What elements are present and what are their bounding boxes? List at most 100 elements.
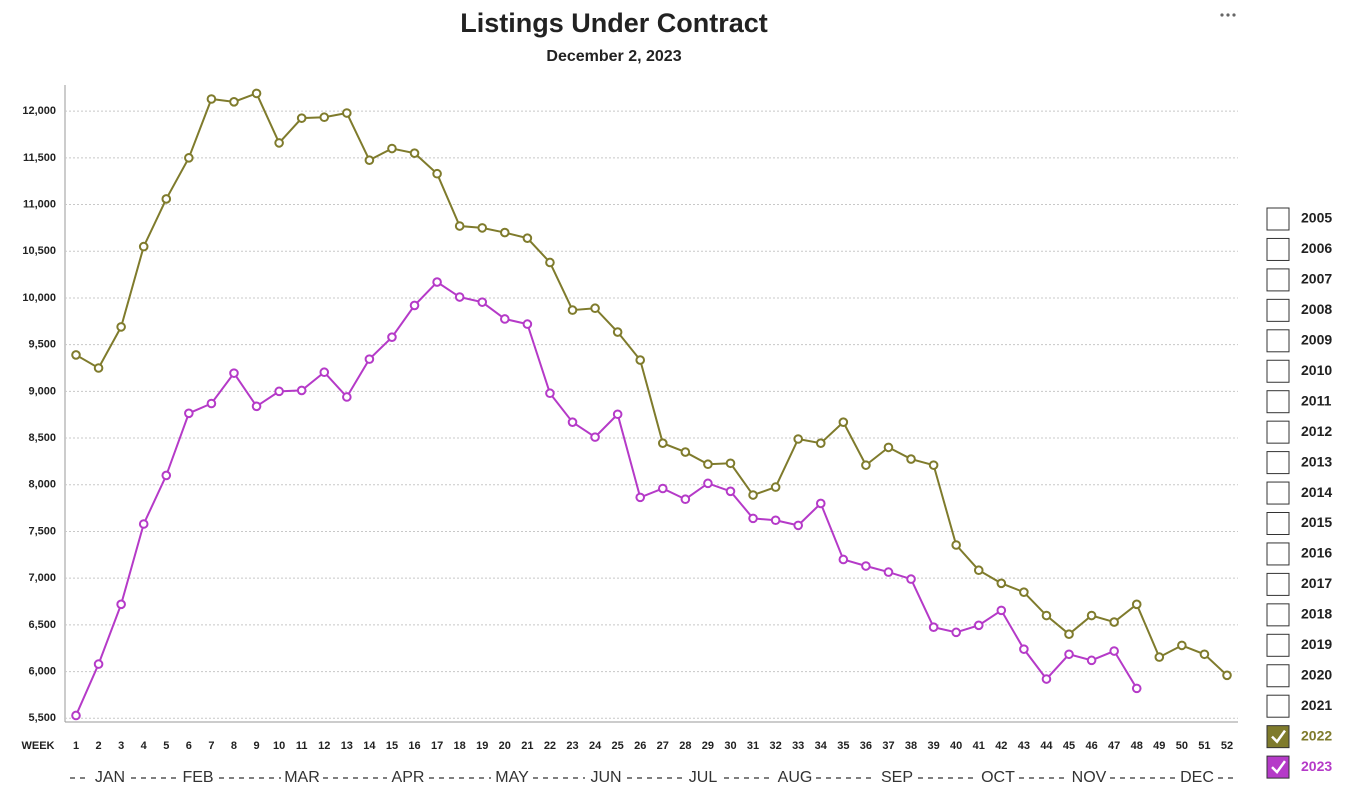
data-point xyxy=(138,519,149,529)
legend-label[interactable]: 2023 xyxy=(1301,758,1332,774)
data-point xyxy=(928,622,939,632)
data-point xyxy=(748,490,758,500)
legend-checkbox[interactable] xyxy=(1266,451,1290,475)
data-point xyxy=(206,398,217,409)
legend-label[interactable]: 2013 xyxy=(1301,453,1332,469)
legend-checkbox[interactable] xyxy=(1266,633,1290,657)
legend-label[interactable]: 2005 xyxy=(1301,210,1332,226)
data-point xyxy=(861,561,871,571)
x-tick-label: 37 xyxy=(882,740,894,752)
data-point xyxy=(319,367,330,378)
legend-label[interactable]: 2017 xyxy=(1301,575,1332,591)
data-point xyxy=(770,515,781,526)
x-tick-label: 31 xyxy=(747,740,759,752)
legend-checkbox[interactable] xyxy=(1266,694,1290,718)
data-point xyxy=(454,292,465,302)
data-point xyxy=(477,297,488,307)
x-tick-label: 41 xyxy=(973,740,985,752)
data-point xyxy=(387,143,397,154)
legend-label[interactable]: 2012 xyxy=(1301,423,1332,439)
data-point xyxy=(1019,644,1029,654)
data-point xyxy=(703,459,713,470)
data-point xyxy=(229,368,239,378)
data-point xyxy=(1154,652,1165,662)
legend-label[interactable]: 2018 xyxy=(1301,606,1332,622)
legend-checkbox[interactable] xyxy=(1266,237,1290,261)
x-tick-label: 51 xyxy=(1198,740,1210,752)
x-tick-label: 33 xyxy=(792,740,804,752)
x-tick-label: 25 xyxy=(612,740,624,752)
x-tick-label: 21 xyxy=(521,740,533,752)
legend-label[interactable]: 2022 xyxy=(1301,727,1332,743)
legend-checkbox[interactable] xyxy=(1266,572,1290,596)
month-label: OCT xyxy=(981,769,1015,786)
legend-checkbox[interactable] xyxy=(1266,481,1290,505)
data-point xyxy=(364,155,375,165)
x-tick-label: 23 xyxy=(566,740,578,752)
legend-checkbox[interactable] xyxy=(1266,542,1290,566)
y-tick-label: 11,500 xyxy=(23,152,56,164)
data-point xyxy=(93,363,104,373)
data-point xyxy=(861,460,871,470)
x-tick-label: 26 xyxy=(634,740,646,752)
x-tick-label: 42 xyxy=(995,740,1007,752)
data-point xyxy=(567,305,578,315)
data-point xyxy=(1199,649,1210,660)
month-label: JAN xyxy=(95,769,125,786)
data-point xyxy=(996,605,1007,616)
data-point xyxy=(432,168,442,179)
data-point xyxy=(612,409,623,420)
data-point xyxy=(161,470,172,481)
month-label: DEC xyxy=(1180,769,1214,786)
legend-label[interactable]: 2008 xyxy=(1301,301,1332,317)
y-tick-label: 7,500 xyxy=(28,525,56,537)
x-tick-label: 14 xyxy=(363,740,376,752)
data-point xyxy=(342,392,352,402)
menu-button[interactable] xyxy=(1220,13,1236,17)
data-point xyxy=(387,332,397,342)
x-tick-label: 50 xyxy=(1176,740,1188,752)
data-point xyxy=(635,355,646,365)
legend-checkbox[interactable] xyxy=(1266,329,1290,353)
legend-label[interactable]: 2006 xyxy=(1301,240,1332,256)
legend-label[interactable]: 2015 xyxy=(1301,514,1332,530)
data-point xyxy=(454,221,465,231)
legend-checkbox[interactable] xyxy=(1266,268,1290,292)
legend-checkbox[interactable] xyxy=(1266,603,1290,627)
legend-checkbox[interactable] xyxy=(1266,755,1290,779)
x-tick-label: 29 xyxy=(702,740,714,752)
legend-label[interactable]: 2016 xyxy=(1301,545,1332,561)
data-point xyxy=(838,417,849,427)
x-tick-label: 38 xyxy=(905,740,917,752)
legend-label[interactable]: 2011 xyxy=(1301,392,1332,408)
data-point xyxy=(116,322,126,332)
data-point xyxy=(184,153,194,163)
legend-label[interactable]: 2009 xyxy=(1301,332,1332,348)
legend-label[interactable]: 2020 xyxy=(1301,666,1332,682)
data-point xyxy=(838,554,849,565)
legend-label[interactable]: 2014 xyxy=(1301,484,1332,500)
legend-checkbox[interactable] xyxy=(1266,359,1290,383)
data-point xyxy=(229,97,239,107)
data-point xyxy=(342,108,352,118)
data-point xyxy=(1041,674,1052,684)
legend-checkbox[interactable] xyxy=(1266,390,1290,414)
legend-checkbox[interactable] xyxy=(1266,512,1290,535)
month-label: FEB xyxy=(182,769,213,786)
legend-label[interactable]: 2021 xyxy=(1301,697,1332,713)
legend-check xyxy=(1271,729,1287,744)
legend-label[interactable]: 2007 xyxy=(1301,271,1332,287)
legend-checkbox[interactable] xyxy=(1266,725,1290,749)
data-point xyxy=(1041,610,1052,621)
legend-checkbox[interactable] xyxy=(1266,298,1290,322)
legend-label[interactable]: 2019 xyxy=(1301,636,1332,652)
legend-label[interactable]: 2010 xyxy=(1301,362,1332,378)
legend-checkbox[interactable] xyxy=(1266,420,1290,444)
data-point xyxy=(93,659,104,669)
legend-checkbox[interactable] xyxy=(1266,207,1290,231)
data-point xyxy=(657,438,668,448)
x-tick-label: 3 xyxy=(118,740,124,752)
data-point xyxy=(1086,655,1097,666)
x-tick-label: 24 xyxy=(589,740,602,752)
legend-checkbox[interactable] xyxy=(1266,664,1290,688)
